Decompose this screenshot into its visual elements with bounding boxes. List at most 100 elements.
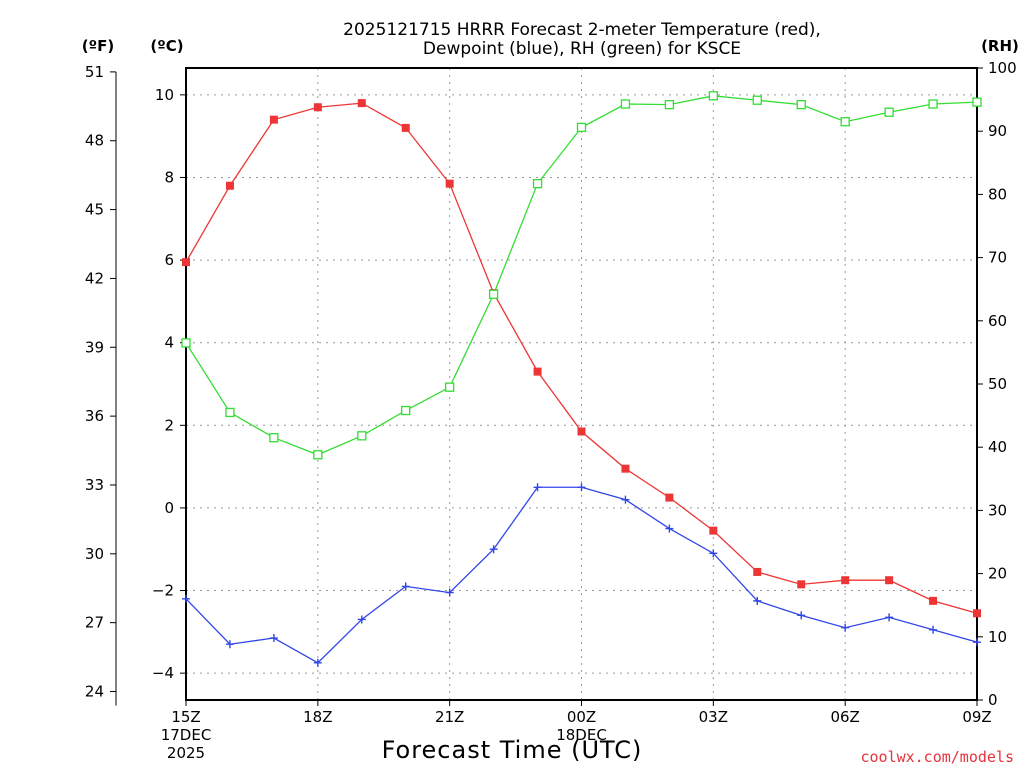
time-tick-label: 2025 <box>167 744 205 762</box>
fahrenheit-tick-label: 24 <box>85 683 104 701</box>
fahrenheit-tick-label: 27 <box>85 614 104 632</box>
rh-point <box>313 450 323 460</box>
rh-point <box>357 431 367 441</box>
fahrenheit-tick-label: 51 <box>85 63 104 81</box>
celsius-tick-label: 0 <box>164 499 174 517</box>
rh-point <box>401 405 411 416</box>
x-axis-title: Forecast Time (UTC) <box>382 736 643 764</box>
rh-axis: 0 10 20 30 40 50 60 70 80 90 100 <box>977 59 1017 709</box>
dewpoint-point <box>885 613 894 622</box>
celsius-tick-label: −4 <box>152 664 174 682</box>
temperature-point <box>885 576 894 585</box>
temperature-line <box>185 102 978 614</box>
fahrenheit-tick-label: 39 <box>85 338 104 356</box>
celsius-tick-label: 10 <box>155 86 174 104</box>
rh-tick-label: 10 <box>988 628 1007 646</box>
rh-point <box>445 382 455 392</box>
temperature-point <box>577 427 586 436</box>
temperature-point <box>533 367 542 376</box>
rh-tick-label: 30 <box>988 501 1007 519</box>
rh-point <box>972 97 982 107</box>
rh-point <box>928 99 938 109</box>
rh-tick-label: 40 <box>988 438 1007 456</box>
dewpoint-point <box>973 638 981 647</box>
rh-point <box>796 100 806 110</box>
dewpoint-point <box>182 594 190 603</box>
temperature-series <box>182 99 981 618</box>
temperature-point <box>445 179 454 188</box>
dewpoint-point <box>665 524 674 533</box>
fahrenheit-tick-label: 33 <box>85 476 104 494</box>
rh-line <box>185 95 978 456</box>
rh-point <box>752 95 762 105</box>
temperature-point <box>357 99 366 108</box>
temperature-point <box>665 493 674 502</box>
temperature-point <box>225 181 234 190</box>
rh-tick-label: 0 <box>988 691 998 709</box>
series-layer <box>181 91 982 667</box>
chart-title-line-2: Dewpoint (blue), RH (green) for KSCE <box>423 39 741 59</box>
rh-point <box>664 100 675 110</box>
rh-tick-label: 70 <box>988 249 1007 267</box>
rh-point <box>269 433 279 443</box>
dewpoint-point <box>929 625 938 634</box>
temperature-point <box>973 609 981 618</box>
dewpoint-series <box>182 483 981 667</box>
time-tick-label: 00Z <box>567 708 596 726</box>
rh-tick-label: 80 <box>988 185 1007 203</box>
rh-tick-label: 20 <box>988 565 1007 583</box>
dewpoint-point <box>269 634 278 643</box>
dewpoint-point <box>709 549 718 558</box>
rh-tick-label: 100 <box>988 59 1017 77</box>
rh-point <box>488 289 499 299</box>
dewpoint-point <box>401 582 410 591</box>
dewpoint-point <box>841 623 850 632</box>
rh-point <box>620 99 631 109</box>
rh-point <box>225 407 235 418</box>
time-tick-label: 06Z <box>830 708 859 726</box>
source-credit: coolwx.com/models <box>860 748 1014 766</box>
time-tick-label: 21Z <box>435 708 464 726</box>
rh-tick-label: 50 <box>988 375 1007 393</box>
rh-tick-label: 90 <box>988 122 1007 140</box>
fahrenheit-axis-unit: (ºF) <box>82 37 114 55</box>
time-tick-label: 09Z <box>962 708 991 726</box>
time-tick-label: 03Z <box>699 708 728 726</box>
temperature-point <box>182 258 190 267</box>
rh-point <box>884 107 894 117</box>
celsius-tick-label: 2 <box>164 416 174 434</box>
time-tick-label: 18Z <box>303 708 332 726</box>
fahrenheit-tick-label: 48 <box>85 132 104 150</box>
fahrenheit-tick-label: 42 <box>85 269 104 287</box>
temperature-point <box>797 580 806 589</box>
temperature-point <box>621 464 630 473</box>
dewpoint-point <box>357 615 366 624</box>
celsius-axis: −4 −2 0 2 4 6 8 10 <box>152 86 186 682</box>
dewpoint-point <box>621 495 630 504</box>
rh-point <box>708 91 718 101</box>
rh-axis-unit: (RH) <box>981 37 1019 55</box>
rh-point <box>840 117 850 127</box>
rh-point <box>181 338 191 348</box>
fahrenheit-tick-label: 45 <box>85 201 104 219</box>
dewpoint-point <box>225 640 234 649</box>
time-tick-label: 17DEC <box>161 726 212 744</box>
celsius-tick-label: 8 <box>164 168 174 186</box>
celsius-axis-unit: (ºC) <box>150 37 183 55</box>
fahrenheit-tick-label: 36 <box>85 407 104 425</box>
temperature-point <box>841 576 850 585</box>
temperature-point <box>753 567 762 576</box>
rh-series <box>181 91 982 460</box>
chart-title: 2025121715 HRRR Forecast 2-meter Tempera… <box>343 20 821 59</box>
dewpoint-point <box>489 545 498 554</box>
rh-tick-label: 60 <box>988 312 1007 330</box>
fahrenheit-axis: 24 27 30 33 36 39 42 45 48 51 <box>85 63 117 706</box>
celsius-tick-label: 4 <box>164 334 174 352</box>
dewpoint-point <box>313 658 322 667</box>
temperature-point <box>401 123 410 132</box>
dewpoint-point <box>753 596 762 605</box>
dewpoint-point <box>533 483 542 492</box>
time-tick-label: 15Z <box>171 708 200 726</box>
